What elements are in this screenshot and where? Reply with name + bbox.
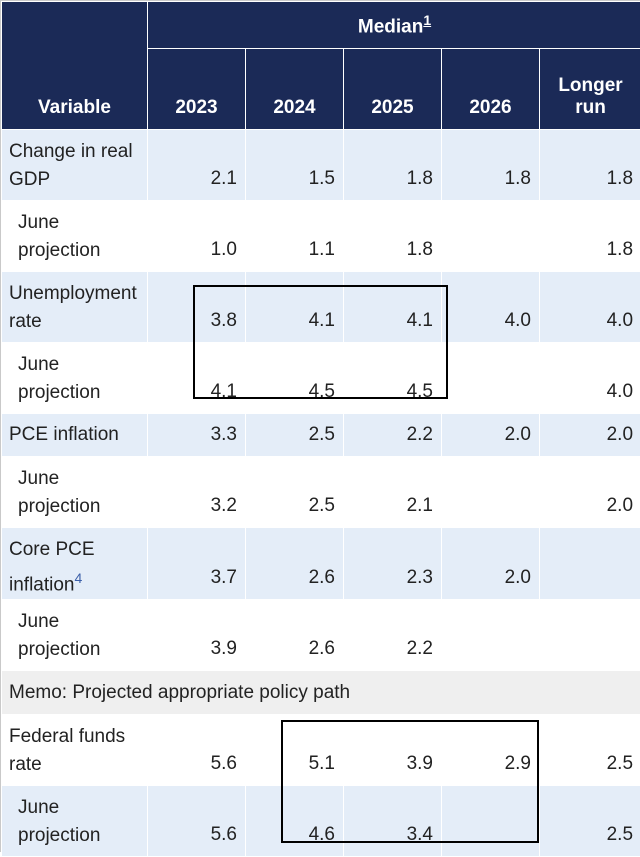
table-cell: 5.1 xyxy=(246,715,344,786)
table-row: June projection 3.9 2.6 2.2 xyxy=(2,600,640,671)
year-header-2024: 2024 xyxy=(246,49,344,130)
table-row: June projection 1.0 1.1 1.8 1.8 xyxy=(2,201,640,272)
table-cell: 1.8 xyxy=(540,130,640,201)
table-cell: 3.4 xyxy=(344,786,442,857)
table-cell: 3.3 xyxy=(148,414,246,457)
median-header: Median1 xyxy=(148,2,640,49)
core-pce-footnote-link[interactable]: 4 xyxy=(75,570,83,586)
table-cell: 4.1 xyxy=(148,343,246,414)
table-cell: 2.0 xyxy=(540,414,640,457)
longer-run-line2: run xyxy=(575,97,606,118)
table-cell xyxy=(540,600,640,671)
table-cell: 4.5 xyxy=(246,343,344,414)
table-cell: 5.6 xyxy=(148,715,246,786)
row-label: June projection xyxy=(2,600,148,671)
table-cell: 3.9 xyxy=(148,600,246,671)
table-cell: 1.0 xyxy=(148,201,246,272)
table-cell: 4.6 xyxy=(246,786,344,857)
table-cell: 2.0 xyxy=(442,414,540,457)
table-cell xyxy=(540,528,640,600)
table-cell: 1.8 xyxy=(442,130,540,201)
table-cell: 3.7 xyxy=(148,528,246,600)
table-row: Unemployment rate 3.8 4.1 4.1 4.0 4.0 xyxy=(2,272,640,343)
table-cell: 2.3 xyxy=(344,528,442,600)
table-cell xyxy=(442,457,540,528)
table-cell: 3.2 xyxy=(148,457,246,528)
table-cell xyxy=(442,201,540,272)
memo-row: Memo: Projected appropriate policy path xyxy=(2,671,640,715)
table-cell: 2.6 xyxy=(246,528,344,600)
row-label: Change in real GDP xyxy=(2,130,148,201)
median-footnote-link[interactable]: 1 xyxy=(423,12,431,28)
table-cell: 1.8 xyxy=(344,201,442,272)
table-cell: 2.5 xyxy=(540,786,640,857)
table-cell: 2.2 xyxy=(344,600,442,671)
table-row: PCE inflation 3.3 2.5 2.2 2.0 2.0 xyxy=(2,414,640,457)
table-cell: 2.0 xyxy=(442,528,540,600)
table-row: June projection 3.2 2.5 2.1 2.0 xyxy=(2,457,640,528)
row-label: PCE inflation xyxy=(2,414,148,457)
row-label: Core PCE inflation4 xyxy=(2,528,148,600)
table-cell: 3.9 xyxy=(344,715,442,786)
row-label: June projection xyxy=(2,343,148,414)
table-cell: 4.0 xyxy=(540,272,640,343)
table-cell: 2.5 xyxy=(540,715,640,786)
table-cell: 4.0 xyxy=(442,272,540,343)
table-cell xyxy=(442,600,540,671)
table-row: Core PCE inflation4 3.7 2.6 2.3 2.0 xyxy=(2,528,640,600)
table-cell: 2.2 xyxy=(344,414,442,457)
table-cell: 2.9 xyxy=(442,715,540,786)
year-header-2023: 2023 xyxy=(148,49,246,130)
table-cell xyxy=(442,786,540,857)
table-cell: 5.6 xyxy=(148,786,246,857)
table-cell: 2.5 xyxy=(246,457,344,528)
table-row: Federal funds rate 5.6 5.1 3.9 2.9 2.5 xyxy=(2,715,640,786)
table-cell: 2.1 xyxy=(148,130,246,201)
table-cell: 2.0 xyxy=(540,457,640,528)
table-cell: 4.5 xyxy=(344,343,442,414)
row-label: Federal funds rate xyxy=(2,715,148,786)
table-row: June projection 5.6 4.6 3.4 2.5 xyxy=(2,786,640,857)
row-label: June projection xyxy=(2,457,148,528)
variable-header: Variable xyxy=(2,2,148,130)
year-header-2026: 2026 xyxy=(442,49,540,130)
table-cell: 1.8 xyxy=(540,201,640,272)
row-label: Unemployment rate xyxy=(2,272,148,343)
row-label: June projection xyxy=(2,786,148,857)
table-cell: 2.5 xyxy=(246,414,344,457)
year-header-2025: 2025 xyxy=(344,49,442,130)
table-cell: 2.1 xyxy=(344,457,442,528)
table-cell: 1.8 xyxy=(344,130,442,201)
table-cell xyxy=(442,343,540,414)
median-label: Median xyxy=(358,16,423,37)
table-cell: 1.5 xyxy=(246,130,344,201)
table-cell: 4.0 xyxy=(540,343,640,414)
table-cell: 4.1 xyxy=(246,272,344,343)
row-label: June projection xyxy=(2,201,148,272)
table-cell: 4.1 xyxy=(344,272,442,343)
row-label-text: Core PCE inflation xyxy=(9,539,95,595)
table-row: June projection 4.1 4.5 4.5 4.0 xyxy=(2,343,640,414)
table-cell: 3.8 xyxy=(148,272,246,343)
table-cell: 2.6 xyxy=(246,600,344,671)
table-cell: 1.1 xyxy=(246,201,344,272)
table-row: Change in real GDP 2.1 1.5 1.8 1.8 1.8 xyxy=(2,130,640,201)
memo-text: Memo: Projected appropriate policy path xyxy=(2,671,640,715)
longer-run-line1: Longer xyxy=(558,75,622,96)
